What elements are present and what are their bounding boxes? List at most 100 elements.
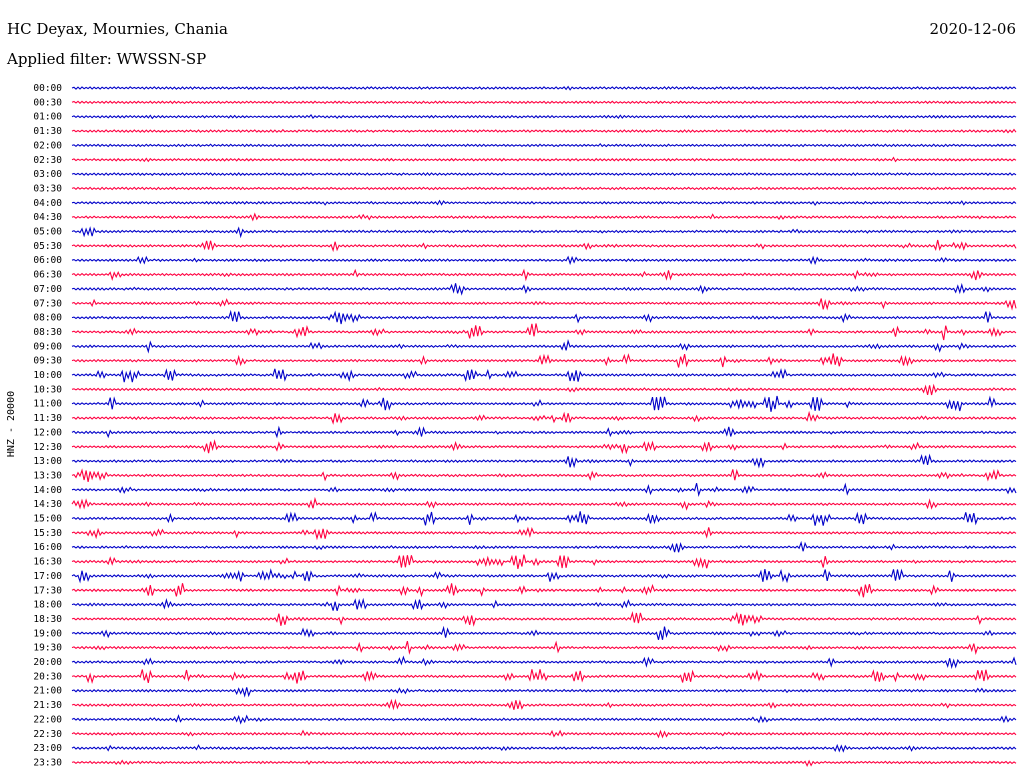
trace-line bbox=[71, 282, 1017, 296]
time-tick-label: 15:00 bbox=[33, 514, 62, 525]
trace-line bbox=[71, 510, 1017, 526]
filter-label: Applied filter: WWSSN-SP bbox=[7, 50, 207, 68]
trace-line bbox=[71, 554, 1017, 570]
trace-line bbox=[71, 540, 1017, 553]
trace-line bbox=[71, 395, 1017, 412]
time-tick-label: 23:30 bbox=[33, 757, 62, 768]
trace-line bbox=[71, 100, 1017, 105]
time-tick-label: 17:30 bbox=[33, 585, 62, 596]
time-tick-label: 09:30 bbox=[33, 356, 62, 367]
trace-line bbox=[71, 156, 1017, 163]
time-tick-label: 19:30 bbox=[33, 643, 62, 654]
trace-line bbox=[71, 597, 1017, 611]
trace-line bbox=[71, 640, 1017, 655]
trace-line bbox=[71, 496, 1017, 511]
time-tick-label: 02:00 bbox=[33, 140, 62, 151]
time-tick-label: 00:00 bbox=[33, 83, 62, 94]
trace-line bbox=[71, 186, 1017, 191]
time-tick-label: 14:30 bbox=[33, 499, 62, 510]
trace-line bbox=[71, 410, 1017, 425]
time-tick-label: 14:00 bbox=[33, 485, 62, 496]
trace-line bbox=[71, 298, 1017, 311]
trace-group bbox=[71, 85, 1017, 768]
trace-line bbox=[71, 226, 1017, 239]
trace-line bbox=[71, 268, 1017, 282]
time-tick-label: 03:00 bbox=[33, 169, 62, 180]
trace-line bbox=[71, 212, 1017, 222]
time-tick-label: 06:00 bbox=[33, 255, 62, 266]
trace-line bbox=[71, 85, 1017, 91]
time-tick-label: 03:30 bbox=[33, 183, 62, 194]
time-tick-label: 10:30 bbox=[33, 384, 62, 395]
trace-line bbox=[71, 714, 1017, 725]
time-tick-label: 16:30 bbox=[33, 557, 62, 568]
time-tick-label: 06:30 bbox=[33, 270, 62, 281]
time-tick-label: 11:00 bbox=[33, 399, 62, 410]
trace-line bbox=[71, 339, 1017, 354]
time-tick-label: 12:00 bbox=[33, 427, 62, 438]
trace-line bbox=[71, 698, 1017, 711]
trace-line bbox=[71, 568, 1017, 584]
time-tick-label: 00:30 bbox=[33, 97, 62, 108]
trace-line bbox=[71, 367, 1017, 383]
trace-line bbox=[71, 383, 1017, 396]
trace-line bbox=[71, 468, 1017, 483]
time-tick-label: 10:00 bbox=[33, 370, 62, 381]
time-tick-label: 23:00 bbox=[33, 743, 62, 754]
time-tick-label: 12:30 bbox=[33, 442, 62, 453]
trace-line bbox=[71, 453, 1017, 469]
time-tick-label: 20:00 bbox=[33, 657, 62, 668]
time-tick-label: 05:30 bbox=[33, 241, 62, 252]
time-tick-label: 11:30 bbox=[33, 413, 62, 424]
time-tick-label: 15:30 bbox=[33, 528, 62, 539]
time-tick-label: 21:00 bbox=[33, 686, 62, 697]
time-tick-label: 01:00 bbox=[33, 112, 62, 123]
trace-line bbox=[71, 128, 1017, 134]
time-tick-label: 09:00 bbox=[33, 341, 62, 352]
time-tick-label: 02:30 bbox=[33, 155, 62, 166]
time-tick-label: 19:00 bbox=[33, 628, 62, 639]
time-tick-label: 04:30 bbox=[33, 212, 62, 223]
time-tick-labels: 00:00 00:30 01:00 01:30 02:00 02:30 03:00 03:30… bbox=[33, 83, 62, 768]
trace-line bbox=[71, 309, 1017, 325]
time-tick-label: 16:00 bbox=[33, 542, 62, 553]
time-tick-label: 20:30 bbox=[33, 671, 62, 682]
time-tick-label: 13:00 bbox=[33, 456, 62, 467]
time-tick-label: 08:00 bbox=[33, 313, 62, 324]
station-title: HC Deyax, Mournies, Chania bbox=[7, 20, 228, 38]
time-tick-label: 08:30 bbox=[33, 327, 62, 338]
time-tick-label: 18:30 bbox=[33, 614, 62, 625]
trace-line bbox=[71, 439, 1017, 455]
trace-line bbox=[71, 729, 1017, 739]
time-tick-label: 22:00 bbox=[33, 714, 62, 725]
trace-line bbox=[71, 142, 1017, 148]
trace-line bbox=[71, 743, 1017, 753]
trace-line bbox=[71, 425, 1017, 439]
time-tick-label: 07:30 bbox=[33, 298, 62, 309]
time-tick-label: 18:00 bbox=[33, 600, 62, 611]
y-axis-label: HNZ - 20000 bbox=[6, 391, 17, 457]
trace-line bbox=[71, 113, 1017, 120]
time-tick-label: 17:00 bbox=[33, 571, 62, 582]
time-tick-label: 21:30 bbox=[33, 700, 62, 711]
time-tick-label: 22:30 bbox=[33, 729, 62, 740]
trace-line bbox=[71, 323, 1017, 341]
trace-line bbox=[71, 526, 1017, 541]
time-tick-label: 01:30 bbox=[33, 126, 62, 137]
trace-line bbox=[71, 255, 1017, 266]
trace-line bbox=[71, 687, 1017, 698]
time-tick-label: 05:00 bbox=[33, 227, 62, 238]
trace-line bbox=[71, 353, 1017, 368]
trace-line bbox=[71, 482, 1017, 498]
trace-line bbox=[71, 583, 1017, 598]
trace-line bbox=[71, 239, 1017, 253]
time-tick-label: 04:00 bbox=[33, 198, 62, 209]
trace-line bbox=[71, 172, 1017, 177]
date-label: 2020-12-06 bbox=[929, 20, 1016, 38]
trace-line bbox=[71, 625, 1017, 640]
time-tick-label: 13:30 bbox=[33, 470, 62, 481]
trace-line bbox=[71, 611, 1017, 627]
trace-line bbox=[71, 655, 1017, 670]
trace-line bbox=[71, 759, 1017, 768]
